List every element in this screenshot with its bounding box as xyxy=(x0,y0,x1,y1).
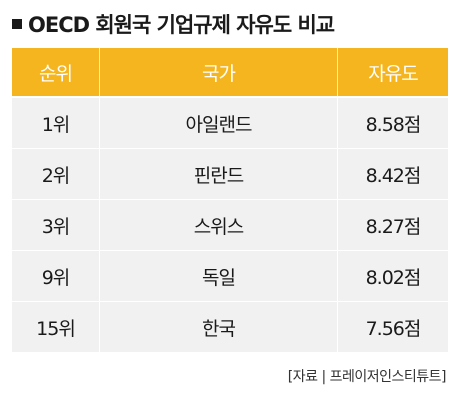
table-row: 15위 한국 7.56점 xyxy=(12,302,448,353)
table-row: 1위 아일랜드 8.58점 xyxy=(12,98,448,149)
rank-cell: 1위 xyxy=(12,98,100,148)
country-cell: 한국 xyxy=(100,302,338,352)
source-credit: [자료 | 프레이저인스티튜트] xyxy=(287,369,447,385)
header-country: 국가 xyxy=(100,48,338,96)
header-rank: 순위 xyxy=(12,48,100,96)
country-cell: 핀란드 xyxy=(100,149,338,199)
rank-cell: 3위 xyxy=(12,200,100,250)
title-text: OECD 회원국 기업규제 자유도 비교 xyxy=(28,13,335,37)
rank-cell: 9위 xyxy=(12,251,100,301)
score-cell: 8.42점 xyxy=(365,164,422,187)
table-row: 2위 핀란드 8.42점 xyxy=(12,149,448,200)
table-row: 9위 독일 8.02점 xyxy=(12,251,448,302)
page-title: OECD 회원국 기업규제 자유도 비교 xyxy=(12,6,335,42)
table-header-row: 순위 국가 자유도 xyxy=(12,48,448,98)
comparison-table: 순위 국가 자유도 1위 아일랜드 8.58점 2위 핀란드 8.42점 3위 … xyxy=(12,48,448,353)
rank-cell: 15위 xyxy=(12,302,100,352)
square-bullet-icon xyxy=(12,19,22,29)
score-cell: 8.27점 xyxy=(365,215,422,238)
rank-cell: 2위 xyxy=(12,149,100,199)
table-row: 3위 스위스 8.27점 xyxy=(12,200,448,251)
header-score: 자유도 xyxy=(368,62,418,85)
country-cell: 스위스 xyxy=(100,200,338,250)
score-cell: 8.58점 xyxy=(365,113,422,136)
score-cell: 8.02점 xyxy=(365,266,422,289)
country-cell: 독일 xyxy=(100,251,338,301)
score-cell: 7.56점 xyxy=(365,317,422,340)
country-cell: 아일랜드 xyxy=(100,98,338,148)
